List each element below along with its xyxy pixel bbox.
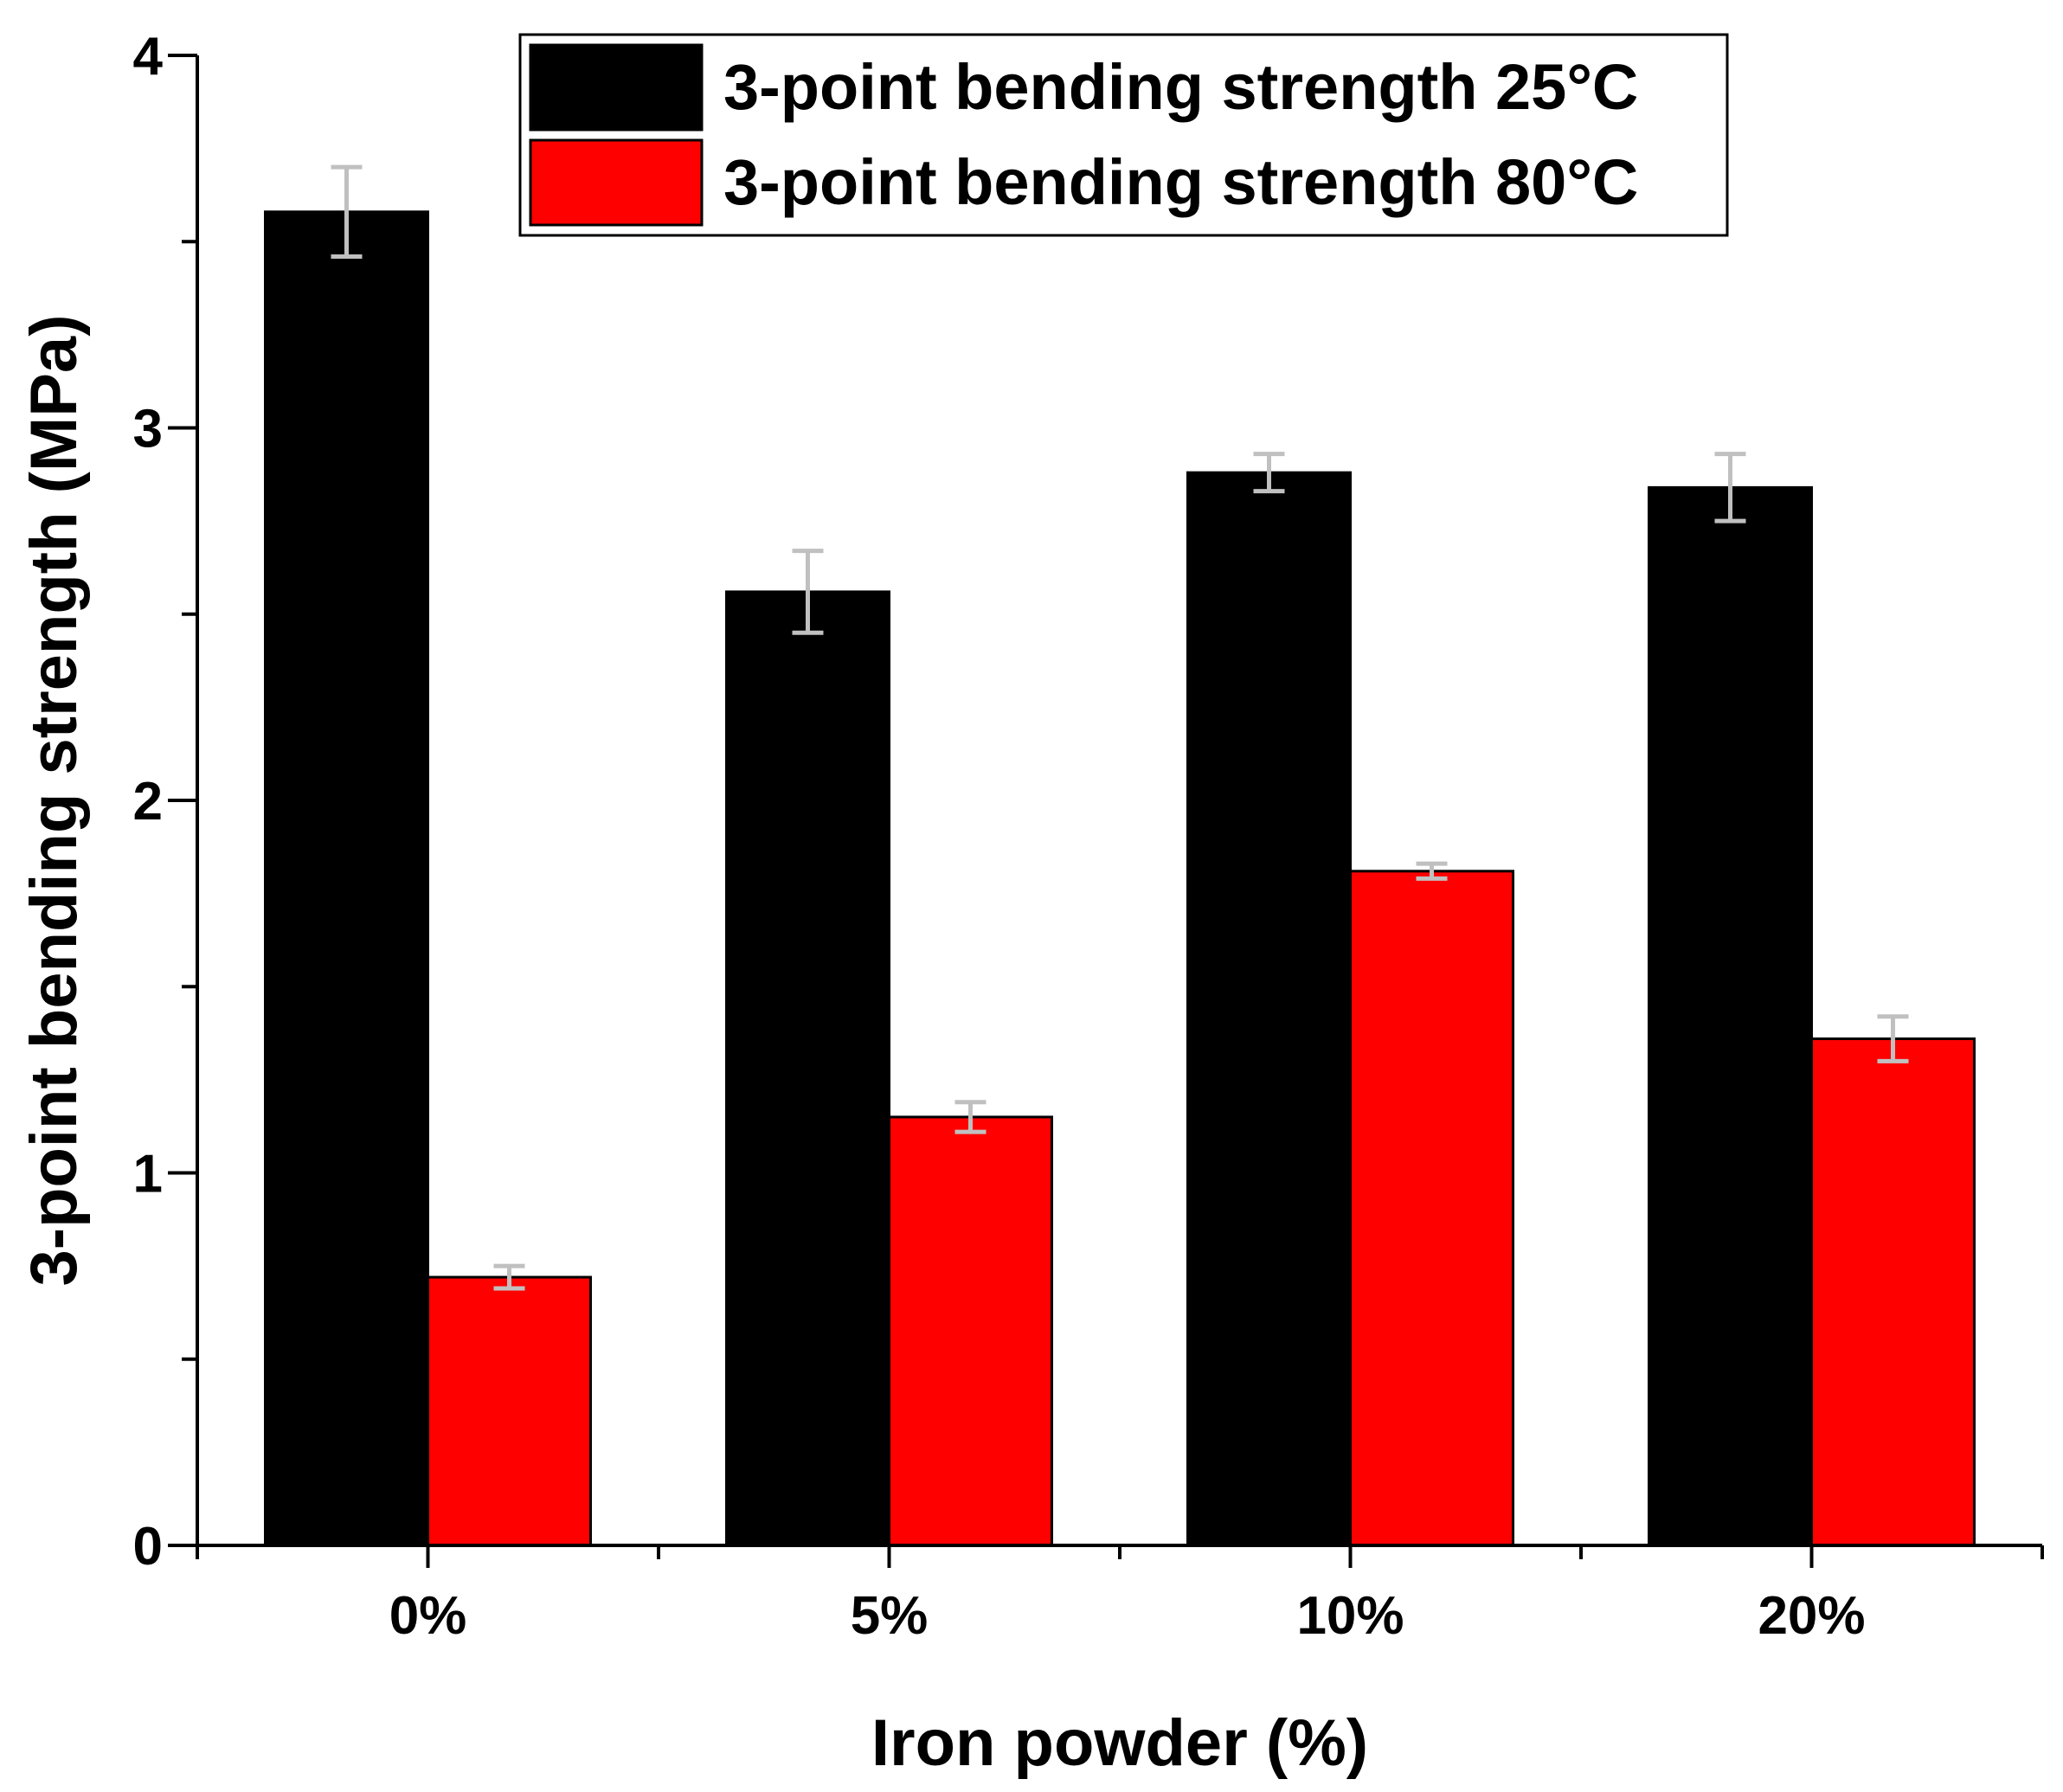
x-tick-label: 5% bbox=[851, 1586, 929, 1646]
y-tick-label: 3 bbox=[133, 400, 163, 459]
y-axis-title: 3-point bending strength (MPa) bbox=[17, 314, 91, 1286]
legend-label-25c: 3-point bending strength 25°C bbox=[723, 51, 1638, 123]
y-tick-label: 2 bbox=[133, 772, 163, 832]
bar-25c-0pct bbox=[264, 210, 429, 1547]
y-tick-label: 0 bbox=[133, 1517, 163, 1577]
bars-layer bbox=[264, 210, 1976, 1547]
labels-layer: 0 1 2 3 4 0% 5% 10% 20% Iron powder (%) 3-point be… bbox=[17, 27, 1866, 1780]
x-tick-label: 20% bbox=[1758, 1586, 1865, 1646]
y-tick-label: 1 bbox=[133, 1145, 163, 1204]
axes-layer bbox=[168, 54, 2044, 1568]
legend: 3-point bending strength 25°C 3-point ben… bbox=[518, 33, 1729, 237]
bar-80c-20pct bbox=[1810, 1037, 1976, 1547]
legend-swatch-80c bbox=[529, 138, 704, 227]
bar-80c-5pct bbox=[888, 1115, 1053, 1547]
bar-25c-10pct bbox=[1186, 471, 1352, 1547]
x-axis-title: Iron powder (%) bbox=[871, 1706, 1368, 1780]
legend-label-80c: 3-point bending strength 80°C bbox=[723, 146, 1638, 218]
bar-25c-5pct bbox=[725, 590, 890, 1547]
y-tick-label: 4 bbox=[133, 27, 164, 87]
legend-swatch-25c bbox=[529, 43, 704, 132]
x-tick-label: 10% bbox=[1296, 1586, 1404, 1646]
bar-25c-20pct bbox=[1648, 485, 1813, 1547]
bar-80c-0pct bbox=[427, 1275, 592, 1547]
legend-box bbox=[518, 33, 1729, 237]
error-bars-layer bbox=[331, 164, 1909, 1291]
x-tick-label: 0% bbox=[389, 1586, 467, 1646]
bar-80c-10pct bbox=[1349, 870, 1514, 1547]
